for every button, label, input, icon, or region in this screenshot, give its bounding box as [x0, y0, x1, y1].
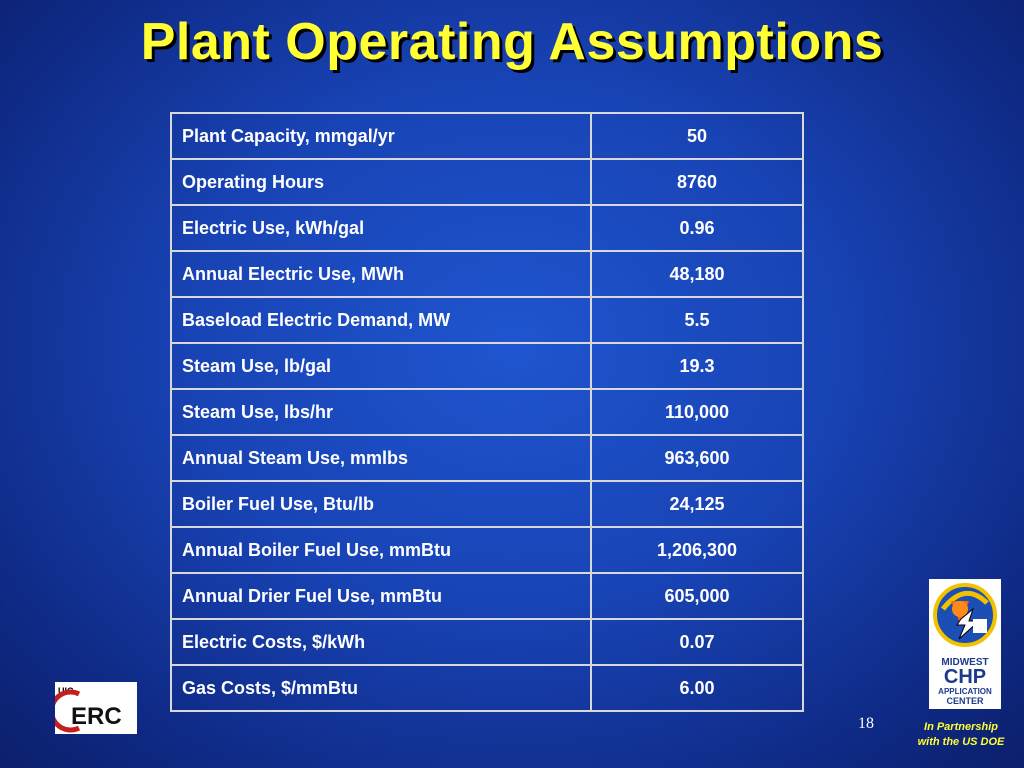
row-label: Gas Costs, $/mmBtu: [170, 664, 592, 712]
row-label: Annual Boiler Fuel Use, mmBtu: [170, 526, 592, 574]
svg-text:CHP: CHP: [944, 666, 986, 688]
table-row: Steam Use, lbs/hr 110,000: [170, 388, 804, 436]
row-label: Electric Costs, $/kWh: [170, 618, 592, 666]
table-row: Electric Use, kWh/gal 0.96: [170, 204, 804, 252]
row-label: Steam Use, lb/gal: [170, 342, 592, 390]
partnership-note: In Partnership with the US DOE: [902, 720, 1020, 750]
table-row: Annual Drier Fuel Use, mmBtu 605,000: [170, 572, 804, 620]
row-value: 0.07: [590, 618, 804, 666]
row-label: Baseload Electric Demand, MW: [170, 296, 592, 344]
row-value: 1,206,300: [590, 526, 804, 574]
partnership-line-1: In Partnership: [924, 721, 998, 733]
row-value: 605,000: [590, 572, 804, 620]
svg-text:MIDWEST: MIDWEST: [941, 657, 988, 668]
table-row: Annual Boiler Fuel Use, mmBtu 1,206,300: [170, 526, 804, 574]
row-value: 19.3: [590, 342, 804, 390]
table-row: Boiler Fuel Use, Btu/lb 24,125: [170, 480, 804, 528]
svg-text:APPLICATION: APPLICATION: [938, 687, 992, 696]
assumptions-table: Plant Capacity, mmgal/yr 50 Operating Ho…: [170, 112, 804, 712]
table-row: Plant Capacity, mmgal/yr 50: [170, 112, 804, 160]
row-value: 0.96: [590, 204, 804, 252]
row-value: 110,000: [590, 388, 804, 436]
row-label: Annual Drier Fuel Use, mmBtu: [170, 572, 592, 620]
row-label: Plant Capacity, mmgal/yr: [170, 112, 592, 160]
table-row: Baseload Electric Demand, MW 5.5: [170, 296, 804, 344]
midwest-chp-logo: MIDWEST CHP APPLICATION CENTER: [929, 579, 1001, 709]
row-value: 48,180: [590, 250, 804, 298]
svg-text:ERC: ERC: [71, 703, 122, 730]
row-value: 8760: [590, 158, 804, 206]
row-label: Electric Use, kWh/gal: [170, 204, 592, 252]
row-label: Annual Electric Use, MWh: [170, 250, 592, 298]
uic-erc-logo: UIC ERC: [49, 682, 137, 734]
row-value: 24,125: [590, 480, 804, 528]
table-row: Annual Electric Use, MWh 48,180: [170, 250, 804, 298]
row-value: 963,600: [590, 434, 804, 482]
row-label: Annual Steam Use, mmlbs: [170, 434, 592, 482]
row-label: Operating Hours: [170, 158, 592, 206]
table-row: Electric Costs, $/kWh 0.07: [170, 618, 804, 666]
table-row: Gas Costs, $/mmBtu 6.00: [170, 664, 804, 712]
svg-text:CENTER: CENTER: [946, 696, 984, 706]
table-row: Operating Hours 8760: [170, 158, 804, 206]
page-number: 18: [858, 715, 874, 732]
table-row: Annual Steam Use, mmlbs 963,600: [170, 434, 804, 482]
row-value: 5.5: [590, 296, 804, 344]
table-row: Steam Use, lb/gal 19.3: [170, 342, 804, 390]
row-label: Steam Use, lbs/hr: [170, 388, 592, 436]
row-value: 6.00: [590, 664, 804, 712]
slide-title: Plant Operating Assumptions: [140, 13, 884, 71]
partnership-line-2: with the US DOE: [917, 736, 1005, 748]
row-value: 50: [590, 112, 804, 160]
row-label: Boiler Fuel Use, Btu/lb: [170, 480, 592, 528]
